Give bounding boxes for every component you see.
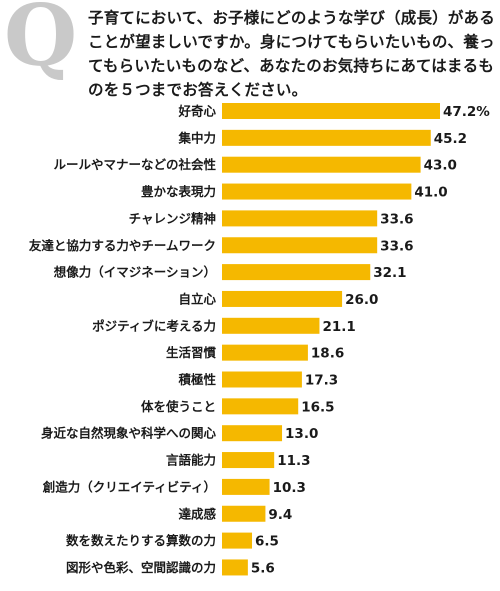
value-label-1: 45.2 [434,131,467,147]
question-text: 子育てにおいて、お子様にどのような学び（成長）があることが望ましいですか。身につ… [88,9,495,99]
value-label-3: 41.0 [414,185,447,201]
bar-5 [222,237,378,254]
value-label-11: 16.5 [301,399,334,415]
bar-9 [222,344,308,361]
category-label-16: 数を数えたりする算数の力 [65,533,216,548]
bar-11 [222,398,299,415]
category-label-1: 集中力 [177,130,216,145]
value-label-4: 33.6 [380,211,413,227]
category-label-4: チャレンジ精神 [129,211,216,226]
value-label-6: 32.1 [373,265,406,281]
category-label-14: 創造力（クリエイティビティ） [42,479,216,494]
value-label-5: 33.6 [380,238,413,254]
bar-0 [222,103,440,119]
category-label-6: 想像力（イマジネーション） [53,265,216,280]
value-label-16: 6.5 [255,534,279,550]
bar-15 [222,505,266,522]
category-label-17: 図形や色彩、空間認識の力 [66,560,216,575]
bar-6 [222,264,371,281]
value-label-13: 11.3 [277,453,310,469]
value-label-17: 5.6 [251,560,275,576]
bar-13 [222,452,275,469]
question-q-icon: Q [4,0,78,85]
value-label-8: 21.1 [322,319,355,335]
bar-17 [222,559,248,576]
category-label-8: ポジティブに考える力 [92,318,216,333]
value-label-7: 26.0 [345,292,378,308]
bar-16 [222,532,253,549]
category-label-3: 豊かな表現力 [141,184,216,199]
value-label-12: 13.0 [285,426,318,442]
value-label-9: 18.6 [311,346,344,362]
bar-12 [222,425,283,442]
category-label-12: 身近な自然現象や科学への関心 [41,426,217,441]
value-label-10: 17.3 [305,373,338,389]
category-label-11: 体を使うこと [141,399,216,414]
bar-2 [222,156,421,173]
category-label-7: 自立心 [178,291,216,306]
bar-4 [222,210,378,227]
category-label-10: 積極性 [177,372,216,387]
category-label-15: 達成感 [178,506,216,521]
category-label-2: ルールやマナーなどの社会性 [53,157,216,172]
category-label-5: 友達と協力する力やチームワーク [28,238,216,253]
bar-1 [222,129,431,146]
bar-3 [222,183,412,200]
bar-8 [222,317,320,334]
value-label-14: 10.3 [273,480,306,496]
category-label-0: 好奇心 [177,104,216,119]
bar-14 [222,478,270,495]
category-label-13: 言語能力 [166,453,216,468]
value-label-15: 9.4 [268,507,292,523]
value-label-2: 43.0 [424,158,457,174]
value-label-0: 47.2% [443,104,490,120]
category-label-9: 生活習慣 [166,345,217,360]
bar-7 [222,290,343,307]
bar-10 [222,371,302,388]
